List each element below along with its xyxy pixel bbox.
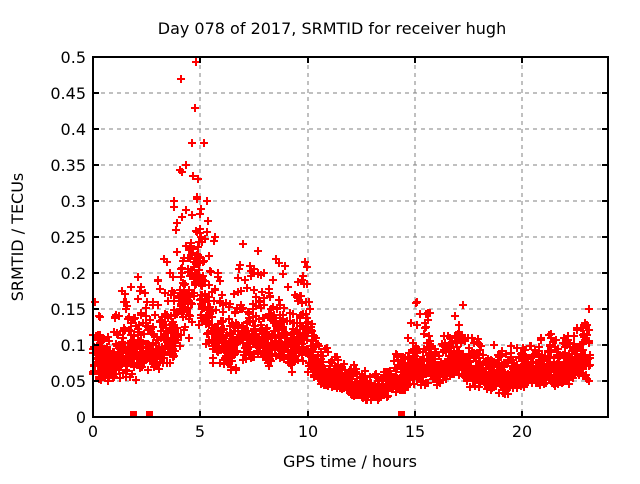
y-tick-label: 0.25 bbox=[50, 228, 86, 247]
x-tick-label: 15 bbox=[405, 422, 425, 441]
y-tick-label: 0.5 bbox=[61, 48, 86, 67]
axis-square-markers bbox=[130, 411, 405, 418]
x-axis-label: GPS time / hours bbox=[283, 452, 417, 471]
y-tick-label: 0.2 bbox=[61, 264, 86, 283]
x-tick-label: 0 bbox=[88, 422, 98, 441]
y-tick-label: 0.3 bbox=[61, 192, 86, 211]
y-tick-label: 0.1 bbox=[61, 336, 86, 355]
x-tick-label: 20 bbox=[512, 422, 532, 441]
tick-labels: 0 5 10 15 20 0 0.05 0.1 0.15 0.2 0.25 0.3 0.35 0.4 0.4… bbox=[50, 48, 532, 441]
chart-title: Day 078 of 2017, SRMTID for receiver hug… bbox=[158, 19, 506, 38]
y-tick-label: 0.4 bbox=[61, 120, 86, 139]
y-tick-label: 0.35 bbox=[50, 156, 86, 175]
y-axis-label: SRMTID / TECUs bbox=[8, 173, 27, 302]
x-tick-label: 5 bbox=[195, 422, 205, 441]
scatter-points bbox=[89, 58, 594, 404]
y-tick-label: 0 bbox=[76, 408, 86, 427]
y-tick-label: 0.05 bbox=[50, 372, 86, 391]
y-tick-label: 0.45 bbox=[50, 84, 86, 103]
x-tick-label: 10 bbox=[298, 422, 318, 441]
axis-ticks bbox=[92, 56, 608, 418]
y-tick-label: 0.15 bbox=[50, 300, 86, 319]
